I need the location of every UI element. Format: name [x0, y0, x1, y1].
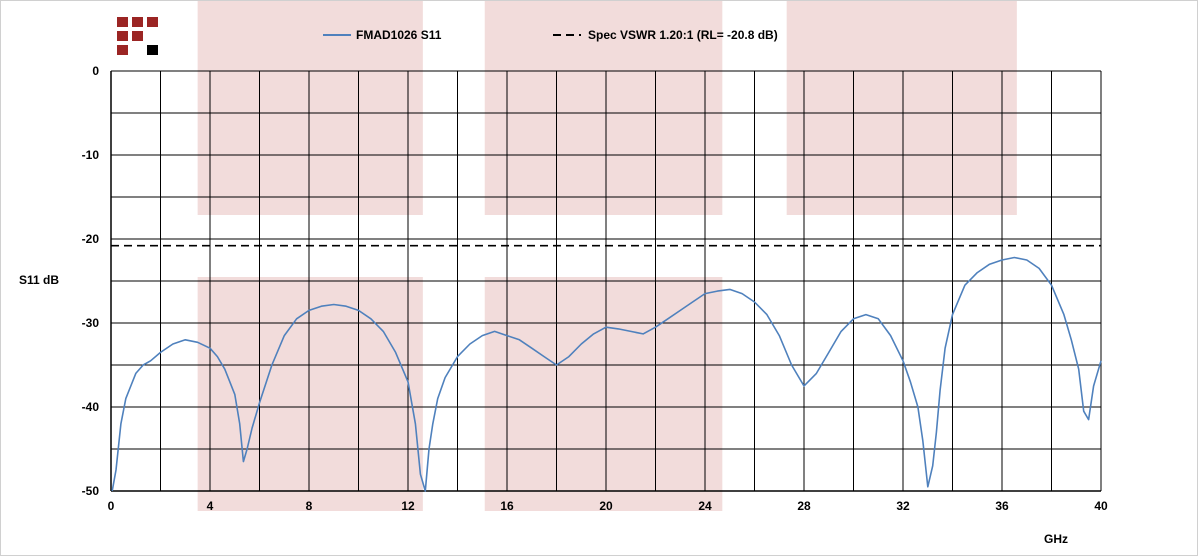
band-lower — [197, 277, 423, 511]
x-tick-labels: 0 4 8 12 16 20 24 28 32 36 40 — [108, 499, 1108, 513]
x-axis-label: GHz — [1044, 532, 1068, 546]
y-tick-labels: 0 -10 -20 -30 -40 -50 — [82, 64, 100, 498]
series-line-s11 — [111, 256, 1102, 492]
series-lines — [111, 244, 1102, 492]
logo-square — [132, 17, 143, 27]
legend-label-spec: Spec VSWR 1.20:1 (RL= -20.8 dB) — [588, 28, 778, 42]
y-axis-label: S11 dB — [19, 273, 59, 287]
x-tick-label: 16 — [500, 499, 514, 513]
band-lower — [484, 277, 723, 511]
legend-label-s11: FMAD1026 S11 — [356, 28, 442, 42]
band-upper — [197, 1, 423, 215]
x-tick-label: 20 — [599, 499, 613, 513]
x-tick-label: 0 — [108, 499, 115, 513]
plot-axes — [110, 71, 1101, 492]
logo-square — [147, 17, 158, 27]
y-tick-label: -30 — [82, 316, 100, 330]
logo-square — [132, 31, 143, 41]
y-tick-label: -40 — [82, 400, 100, 414]
x-tick-label: 32 — [896, 499, 910, 513]
y-tick-label: 0 — [92, 64, 99, 78]
band-upper — [786, 1, 1017, 215]
chart-legend: FMAD1026 S11 Spec VSWR 1.20:1 (RL= -20.8… — [323, 28, 778, 42]
x-tick-label: 28 — [797, 499, 811, 513]
company-logo — [117, 17, 158, 55]
y-tick-label: -10 — [82, 148, 100, 162]
x-tick-label: 8 — [306, 499, 313, 513]
y-tick-label: -50 — [82, 484, 100, 498]
plot-grid — [110, 70, 1102, 492]
x-tick-label: 12 — [401, 499, 415, 513]
y-tick-label: -20 — [82, 232, 100, 246]
frequency-bands — [197, 1, 1017, 511]
logo-square — [117, 45, 128, 55]
x-tick-label: 24 — [698, 499, 712, 513]
x-tick-label: 40 — [1094, 499, 1108, 513]
x-tick-label: 4 — [207, 499, 214, 513]
band-upper — [484, 1, 723, 215]
logo-square — [117, 31, 128, 41]
logo-square — [117, 17, 128, 27]
logo-square — [147, 45, 158, 55]
x-tick-label: 36 — [995, 499, 1009, 513]
